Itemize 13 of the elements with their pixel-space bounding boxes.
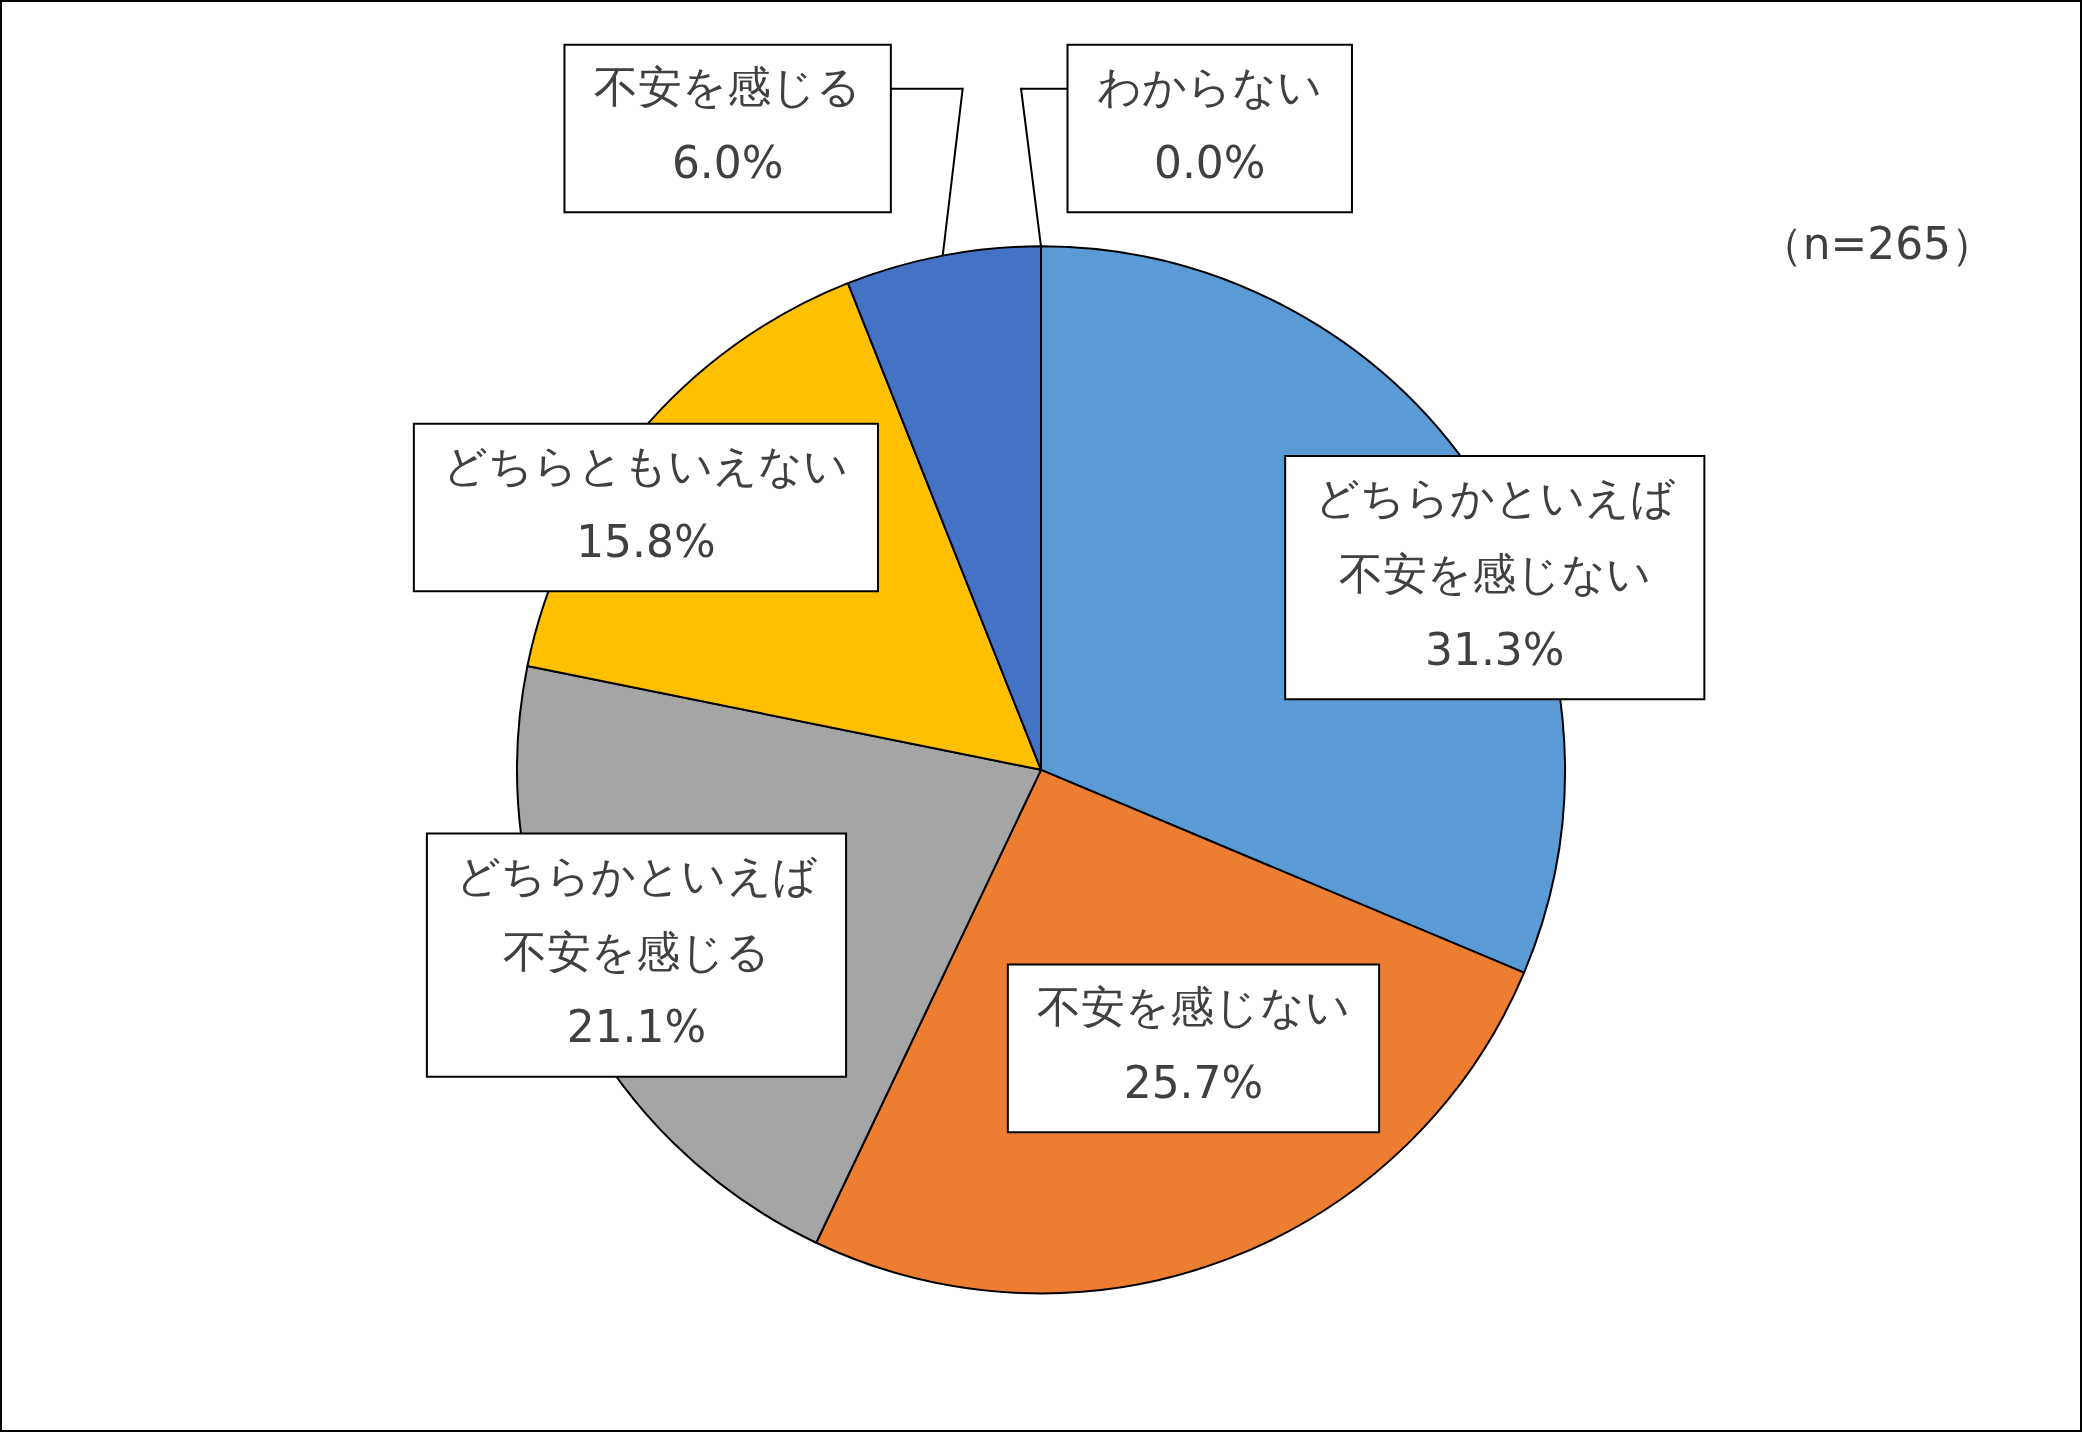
slice-label: どちらかといえば不安を感じない bbox=[1314, 472, 1675, 600]
text: 0.0% bbox=[1153, 136, 1266, 188]
data-label: 21.1% bbox=[566, 1001, 707, 1053]
slice-label: 不安を感じる bbox=[594, 61, 862, 113]
data-label: 6.0% bbox=[671, 136, 784, 188]
data-label: 25.7% bbox=[1123, 1056, 1264, 1108]
text: （n=265） bbox=[1758, 217, 1996, 269]
slice-label: どちらかといえば不安を感じる bbox=[456, 849, 817, 977]
category-label: わからない bbox=[1097, 61, 1323, 113]
data-label: 15.8% bbox=[576, 515, 716, 567]
slice-label: どちらともいえない bbox=[443, 440, 849, 492]
slice-label: 不安を感じない bbox=[1037, 980, 1350, 1032]
data-label: 31.3% bbox=[1425, 623, 1565, 675]
